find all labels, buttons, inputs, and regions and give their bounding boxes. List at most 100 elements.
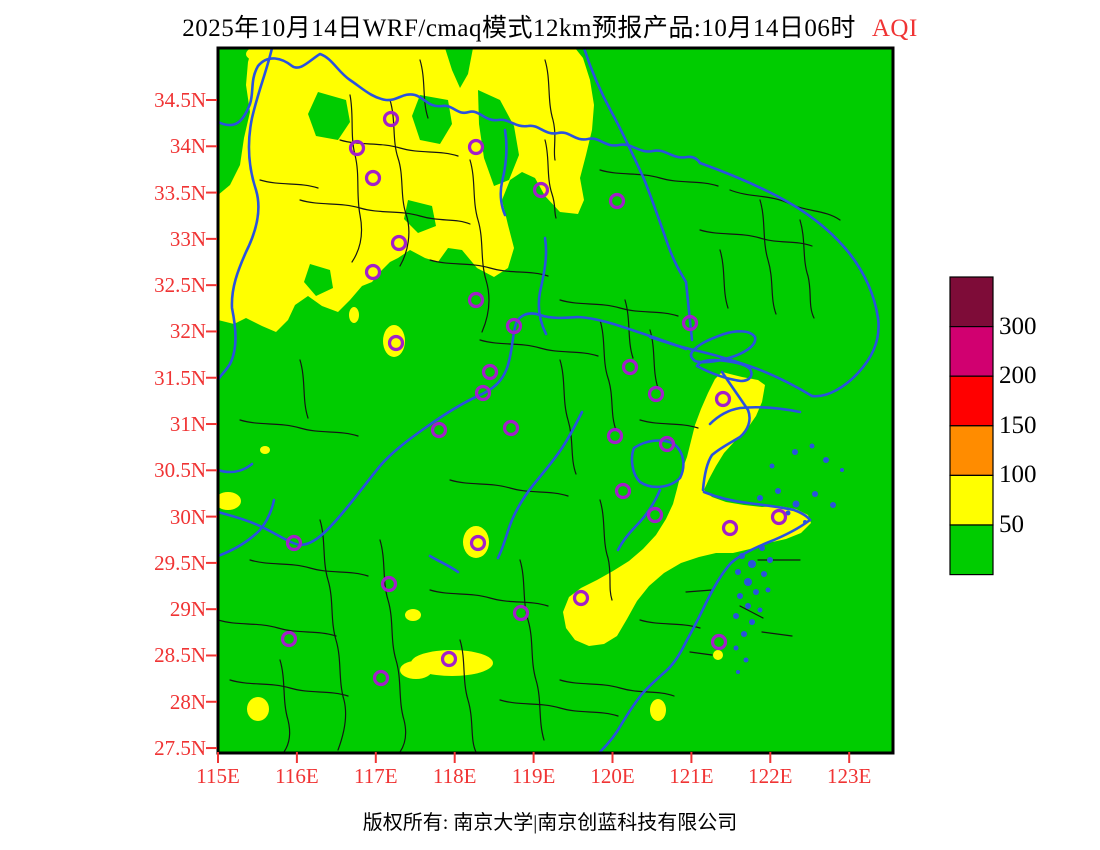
axis-ticks — [206, 99, 851, 763]
lat-tick-label: 28.5N — [154, 643, 206, 668]
city-marker — [467, 138, 485, 156]
river-bottom-left — [428, 554, 460, 574]
island-dot — [759, 545, 765, 551]
city-marker — [681, 314, 699, 332]
lon-tick-label: 123E — [827, 764, 872, 788]
city-marker — [280, 630, 298, 648]
city-marker — [387, 334, 405, 352]
city-marker — [285, 534, 303, 552]
lat-tick-label: 31N — [169, 412, 206, 437]
yellow-patch — [405, 609, 421, 621]
city-marker — [467, 291, 485, 309]
island-dot — [753, 589, 759, 595]
island-dot — [757, 607, 763, 613]
island-dot — [743, 657, 749, 663]
city-markers-layer — [280, 110, 788, 687]
island-dot — [785, 510, 791, 516]
lat-tick-label: 31.5N — [154, 365, 206, 390]
grand-canal-boundary — [582, 48, 694, 342]
boundary-southwest-2 — [218, 462, 254, 474]
lon-tick-label: 119E — [511, 764, 556, 788]
jiangsu-coastline — [698, 161, 880, 398]
west-province-boundary — [218, 48, 274, 382]
island-dot — [737, 593, 743, 599]
city-marker — [512, 604, 530, 622]
lon-tick-label: 117E — [354, 764, 398, 788]
island-dot — [757, 495, 763, 501]
city-marker — [614, 482, 632, 500]
lat-tick-label: 32.5N — [154, 273, 206, 298]
legend-colorbar — [949, 276, 994, 576]
canal-yangzhou — [537, 236, 548, 336]
island-dot — [749, 619, 755, 625]
legend-tick-value: 150 — [999, 411, 1037, 439]
yangtze-estuary-south-bank — [708, 405, 802, 426]
map-plot-area — [218, 48, 893, 753]
city-marker — [502, 419, 520, 437]
boundary-southwest-1 — [218, 498, 276, 558]
lat-tick-label: 32N — [169, 319, 206, 344]
city-marker — [608, 192, 626, 210]
island-dot — [733, 645, 739, 651]
city-marker — [572, 589, 590, 607]
island-dot — [803, 520, 807, 524]
legend-color-swatch — [949, 425, 994, 476]
legend-tick-value: 200 — [999, 362, 1037, 390]
legend-color-swatch — [949, 276, 994, 328]
legend-color-swatch — [949, 524, 994, 576]
yellow-patch — [463, 526, 489, 558]
title-variable-badge: AQI — [871, 15, 918, 42]
island-dot — [761, 571, 767, 577]
title-text: 2025年10月14日WRF/cmaq模式12km预报产品:10月14日06时 — [182, 15, 856, 42]
island-dot — [769, 463, 775, 469]
city-marker — [364, 169, 382, 187]
city-marker — [532, 181, 550, 199]
island-dot — [733, 613, 739, 619]
city-marker — [481, 363, 499, 381]
city-marker — [714, 390, 732, 408]
lat-tick-label: 29.5N — [154, 550, 206, 575]
island-dot — [767, 557, 773, 563]
city-marker — [770, 508, 788, 526]
canal-to-hangzhou — [616, 488, 662, 552]
city-marker — [606, 427, 624, 445]
lat-tick-label: 28N — [169, 689, 206, 714]
island-dot — [792, 449, 798, 455]
offshore-islands — [733, 443, 844, 674]
city-marker — [721, 519, 739, 537]
city-marker — [621, 358, 639, 376]
city-marker — [469, 534, 487, 552]
city-marker — [390, 234, 408, 252]
city-marker — [440, 650, 458, 668]
yellow-patch — [218, 492, 241, 510]
lat-tick-label: 33N — [169, 226, 206, 251]
map-frame — [216, 46, 895, 755]
city-marker — [364, 263, 382, 281]
lon-tick-label: 122E — [748, 764, 793, 788]
island-dot — [823, 457, 829, 463]
yellow-patch — [260, 446, 270, 454]
county-boundaries — [218, 59, 841, 753]
zhejiang-coastline — [598, 518, 812, 753]
legend-tick-value: 300 — [999, 312, 1037, 340]
city-marker — [348, 139, 366, 157]
city-marker — [658, 435, 676, 453]
island-dot — [744, 578, 752, 586]
yellow-patch — [349, 307, 359, 323]
legend-tick-value: 50 — [999, 511, 1024, 538]
page-title: 2025年10月14日WRF/cmaq模式12km预报产品:10月14日06时 A… — [0, 8, 1100, 44]
yellow-patch — [650, 699, 666, 721]
city-marker — [382, 110, 400, 128]
shanghai-boundary — [701, 370, 751, 492]
lon-tick-label: 118E — [432, 764, 477, 788]
lat-tick-label: 33.5N — [154, 180, 206, 205]
city-marker — [430, 421, 448, 439]
yellow-patch — [246, 48, 270, 61]
legend-color-swatch — [949, 375, 994, 427]
city-marker — [505, 317, 523, 335]
lat-tick-label: 29N — [169, 597, 206, 622]
island-dot — [812, 491, 818, 497]
island-dot — [745, 603, 751, 609]
